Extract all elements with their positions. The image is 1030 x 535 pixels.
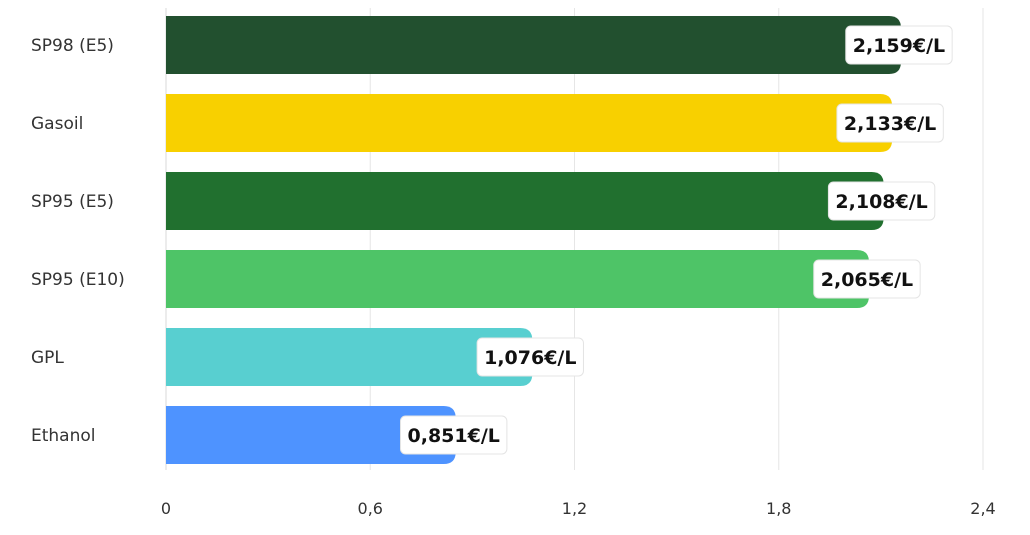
data-labels: 2,159€/L 2,133€/L 2,108€/L 2,065€/L 1,076€/L… xyxy=(400,25,953,455)
data-label-text: 2,159€/L xyxy=(853,35,945,57)
category-label: Gasoil xyxy=(31,114,83,134)
category-label: SP95 (E5) xyxy=(31,192,114,212)
category-labels: SP98 (E5) Gasoil SP95 (E5) SP95 (E10) GPL Eth… xyxy=(31,36,125,446)
data-label: 2,065€/L xyxy=(813,259,921,299)
data-label-text: 1,076€/L xyxy=(484,347,576,369)
category-label: SP98 (E5) xyxy=(31,36,114,56)
data-label-box xyxy=(476,337,584,377)
bars xyxy=(166,16,901,464)
data-label-box xyxy=(845,25,953,65)
x-tick-label: 1,2 xyxy=(562,499,587,518)
data-label-box xyxy=(827,181,936,221)
bar xyxy=(166,250,869,308)
data-label-text: 2,108€/L xyxy=(835,191,927,213)
data-label-box xyxy=(400,415,508,455)
bar xyxy=(166,172,884,230)
data-label: 1,076€/L xyxy=(476,337,584,377)
bar xyxy=(166,328,533,386)
data-label-text: 0,851€/L xyxy=(408,425,500,447)
data-label-text: 2,133€/L xyxy=(844,113,936,135)
data-label: 2,108€/L xyxy=(827,181,936,221)
grid-lines xyxy=(165,8,984,470)
x-tick-label: 0 xyxy=(161,499,171,518)
x-tick-label: 2,4 xyxy=(970,499,995,518)
bar xyxy=(166,16,901,74)
data-label-box xyxy=(836,103,944,143)
x-tick-label: 1,8 xyxy=(766,499,791,518)
category-label: SP95 (E10) xyxy=(31,270,125,290)
data-label-box xyxy=(813,259,921,299)
category-label: Ethanol xyxy=(31,426,96,446)
x-tick-label: 0,6 xyxy=(358,499,383,518)
data-label-text: 2,065€/L xyxy=(821,269,913,291)
bar xyxy=(166,406,456,464)
category-label: GPL xyxy=(31,348,64,368)
x-axis-ticks: 0 0,6 1,2 1,8 2,4 xyxy=(161,499,996,518)
data-label: 0,851€/L xyxy=(400,415,508,455)
bar xyxy=(166,94,893,152)
data-label: 2,159€/L xyxy=(845,25,953,65)
data-label: 2,133€/L xyxy=(836,103,944,143)
